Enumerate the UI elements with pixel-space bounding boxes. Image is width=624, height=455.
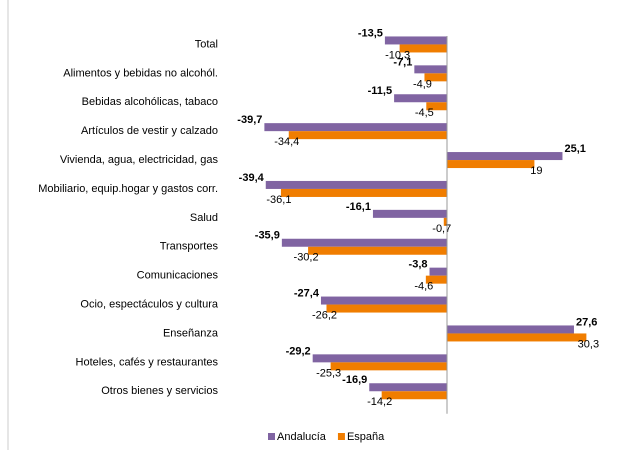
bar	[443, 217, 447, 226]
bar	[372, 209, 447, 218]
value-label: 30,3	[578, 338, 599, 350]
value-label: -16,1	[346, 201, 371, 213]
bar	[281, 238, 447, 247]
value-label: -10,3	[385, 49, 410, 61]
value-label: -27,4	[294, 287, 320, 299]
bar	[381, 391, 447, 400]
category-label: Bebidas alcohólicas, tabaco	[82, 96, 218, 108]
bar	[288, 131, 447, 140]
value-label: -4,9	[413, 78, 432, 90]
category-label: Artículos de vestir y calzado	[81, 125, 218, 137]
value-label: -14,2	[367, 396, 392, 408]
category-label: Ocio, espectáculos y cultura	[80, 298, 218, 310]
bar	[414, 65, 447, 74]
value-label: 19	[530, 165, 542, 177]
bar	[330, 362, 447, 371]
value-label: -30,2	[294, 252, 319, 264]
bar	[447, 152, 563, 161]
value-label: -34,4	[274, 136, 299, 148]
legend-swatch	[268, 433, 275, 440]
value-label: 25,1	[564, 143, 585, 155]
bar	[394, 94, 447, 103]
legend-label: Andalucía	[277, 431, 327, 443]
legend-swatch	[337, 433, 345, 440]
bar	[447, 160, 535, 169]
value-label: -29,2	[286, 345, 311, 357]
category-label: Salud	[190, 212, 218, 224]
value-label: -3,8	[409, 259, 428, 271]
value-label: -39,7	[237, 114, 262, 126]
bar	[312, 354, 447, 363]
bar	[399, 44, 447, 53]
value-label: -4,5	[415, 107, 434, 119]
bar	[426, 102, 447, 111]
category-label: Total	[195, 38, 218, 50]
category-label: Vivienda, agua, electricidad, gas	[60, 154, 219, 166]
value-label: -26,2	[312, 309, 337, 321]
category-label: Otros bienes y servicios	[101, 385, 218, 397]
value-label: -39,4	[239, 172, 265, 184]
legend-label: España	[347, 431, 385, 443]
value-label: -25,3	[316, 367, 341, 379]
category-label: Comunicaciones	[137, 270, 219, 282]
value-label: -36,1	[266, 194, 291, 206]
value-label: 27,6	[576, 316, 597, 328]
bar	[384, 36, 447, 45]
bar	[308, 246, 447, 255]
bar	[265, 180, 447, 189]
value-label: -13,5	[358, 27, 383, 39]
bar	[447, 325, 574, 334]
bar	[425, 275, 447, 284]
value-label: -16,9	[342, 374, 367, 386]
category-label: Alimentos y bebidas no alcohól.	[63, 67, 218, 79]
category-label: Transportes	[160, 241, 219, 253]
bar	[320, 296, 447, 305]
bar	[424, 73, 447, 82]
bar	[429, 267, 447, 276]
bar	[280, 188, 447, 197]
category-label: Hoteles, cafés y restaurantes	[76, 356, 219, 368]
value-label: -4,6	[414, 281, 433, 293]
bar	[369, 383, 447, 392]
value-label: -11,5	[368, 85, 392, 97]
value-label: -7,1	[393, 56, 412, 68]
category-label: Enseñanza	[163, 327, 219, 339]
bar	[447, 333, 587, 342]
value-label: -35,9	[255, 230, 280, 242]
category-label: Mobiliario, equip.hogar y gastos corr.	[38, 183, 218, 195]
bar	[326, 304, 447, 313]
bar	[264, 123, 447, 132]
value-label: -0,7	[432, 223, 451, 235]
